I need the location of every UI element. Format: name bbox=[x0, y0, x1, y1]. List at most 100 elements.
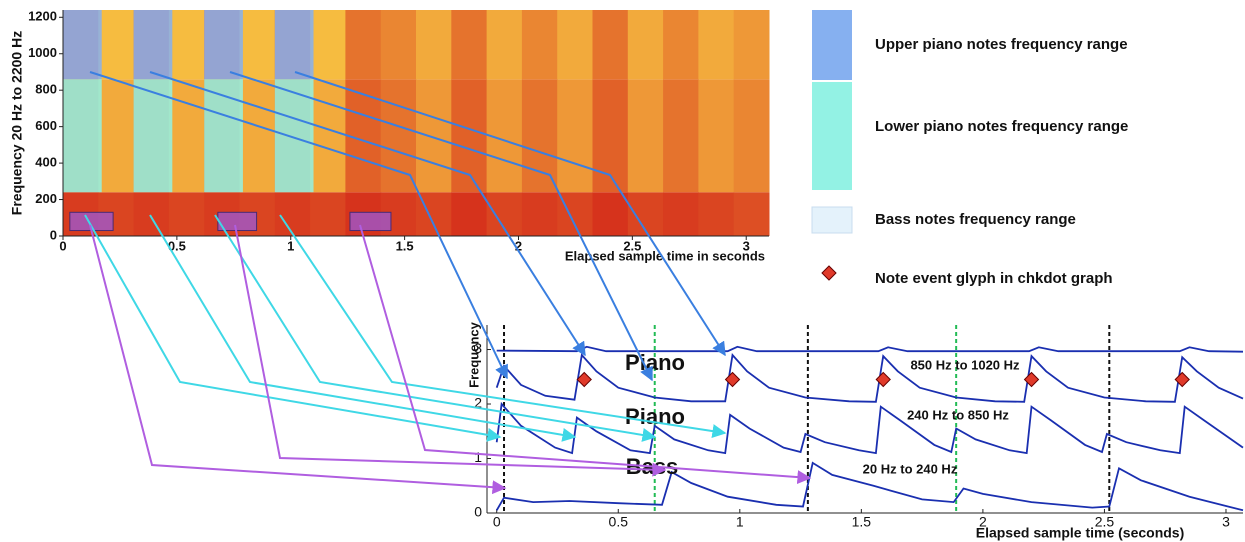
note-event-glyph bbox=[1174, 371, 1190, 388]
note-event-glyph bbox=[875, 371, 891, 388]
heat-cell bbox=[733, 10, 770, 80]
heat-cell bbox=[451, 192, 488, 236]
heat-cell bbox=[627, 79, 664, 193]
x-tick-label: 2.5 bbox=[1095, 514, 1115, 530]
heat-cell bbox=[239, 79, 276, 193]
arrow bbox=[84, 214, 502, 442]
annotation: 240 Hz to 850 Hz bbox=[907, 407, 1009, 422]
y-axis-label: Frequency bbox=[466, 321, 481, 388]
heat-cell bbox=[380, 10, 417, 80]
arrow bbox=[234, 224, 667, 477]
legend-label: Bass notes frequency range bbox=[875, 211, 1076, 228]
heat-cell bbox=[521, 79, 558, 193]
frequency-region bbox=[274, 10, 314, 80]
heat-cell bbox=[310, 10, 346, 80]
trace bbox=[495, 461, 1244, 512]
y-tick-label: 2 bbox=[474, 395, 482, 411]
x-axis-label: Elapsed sample time (seconds) bbox=[976, 525, 1185, 541]
arrow bbox=[214, 214, 657, 442]
x-tick-label: 2 bbox=[515, 238, 522, 253]
heat-cell bbox=[733, 79, 770, 193]
connector-arrows bbox=[84, 71, 812, 495]
y-tick-label: 0 bbox=[474, 504, 482, 520]
arrow bbox=[149, 214, 577, 442]
note-event-glyph bbox=[724, 371, 741, 388]
y-tick-label: 1 bbox=[474, 449, 482, 465]
arrow bbox=[359, 224, 812, 485]
heat-cell bbox=[733, 192, 770, 236]
heat-cell bbox=[168, 10, 205, 80]
y-tick-label: 400 bbox=[35, 155, 57, 170]
legend-swatch bbox=[812, 82, 852, 190]
heat-cell bbox=[451, 79, 488, 193]
heat-cell bbox=[557, 10, 593, 80]
heat-cell bbox=[592, 10, 629, 80]
x-tick-label: 3 bbox=[1222, 514, 1230, 530]
annotation: 850 Hz to 1020 Hz bbox=[910, 357, 1020, 372]
heat-cell bbox=[592, 79, 629, 193]
x-tick-label: 0.5 bbox=[609, 514, 629, 530]
heat-cell bbox=[451, 10, 488, 80]
legend-label: Upper piano notes frequency range bbox=[875, 36, 1128, 53]
note-event-glyph bbox=[576, 371, 592, 388]
arrow bbox=[89, 224, 507, 495]
heat-cell bbox=[133, 192, 170, 236]
heat-cell bbox=[627, 10, 664, 80]
x-tick-label: 2 bbox=[979, 514, 987, 530]
legend-swatch bbox=[812, 10, 852, 80]
x-tick-label: 1.5 bbox=[396, 238, 414, 253]
y-tick-label: 0 bbox=[50, 227, 57, 242]
heat-cell bbox=[98, 79, 135, 193]
heat-cell bbox=[274, 192, 311, 236]
heat-cell bbox=[168, 79, 205, 193]
y-tick-label: 1200 bbox=[28, 9, 57, 24]
y-axis-label: Frequency 20 Hz to 2200 Hz bbox=[9, 31, 25, 215]
heat-cell bbox=[310, 192, 346, 236]
frequency-region bbox=[349, 211, 392, 232]
annotation: Piano bbox=[625, 350, 685, 375]
x-tick-label: 2.5 bbox=[623, 238, 641, 253]
arrow bbox=[89, 71, 508, 380]
y-tick-label: 800 bbox=[35, 82, 57, 97]
x-tick-label: 0.5 bbox=[168, 238, 186, 253]
heat-cell bbox=[698, 10, 735, 80]
legend-glyph bbox=[821, 265, 837, 281]
heat-cell bbox=[663, 79, 699, 193]
spectrogram: 0 0.5 1 1.5 2 2.5 3 0 200 400 600 800 1000 1200 Elapse… bbox=[9, 9, 770, 263]
frequency-region bbox=[274, 79, 314, 193]
heat-cell bbox=[416, 79, 452, 193]
x-tick-label: 1 bbox=[287, 238, 294, 253]
heat-cell bbox=[557, 79, 593, 193]
heat-cell bbox=[521, 10, 558, 80]
heat-cell bbox=[168, 192, 205, 236]
heat-cell bbox=[663, 192, 699, 236]
y-tick-label: 3 bbox=[474, 340, 482, 356]
x-tick-label: 1 bbox=[736, 514, 744, 530]
heat-cell bbox=[239, 10, 276, 80]
y-tick-label: 1000 bbox=[28, 45, 57, 60]
arrow bbox=[229, 71, 653, 382]
heat-cell bbox=[98, 10, 135, 80]
note-event-glyph bbox=[1023, 371, 1040, 388]
legend-label: Lower piano notes frequency range bbox=[875, 118, 1128, 135]
heat-cell bbox=[380, 79, 417, 193]
heat-cell bbox=[627, 192, 664, 236]
heat-cell bbox=[663, 10, 699, 80]
legend-label: Note event glyph in chkdot graph bbox=[875, 270, 1113, 287]
y-tick-label: 200 bbox=[35, 191, 57, 206]
frequency-region bbox=[133, 79, 173, 193]
heat-cell bbox=[345, 10, 382, 80]
trace bbox=[495, 352, 1244, 403]
x-tick-label: 1.5 bbox=[852, 514, 872, 530]
frequency-region bbox=[63, 79, 102, 193]
legend: Upper piano notes frequency range Lower p… bbox=[811, 10, 1128, 287]
heat-cell bbox=[521, 192, 558, 236]
trace bbox=[496, 345, 1244, 353]
frequency-region bbox=[204, 10, 243, 80]
frequency-region bbox=[133, 10, 173, 80]
x-tick-label: 0 bbox=[59, 238, 66, 253]
heat-cell bbox=[698, 192, 735, 236]
heat-cell bbox=[310, 79, 346, 193]
y-tick-label: 600 bbox=[35, 118, 57, 133]
